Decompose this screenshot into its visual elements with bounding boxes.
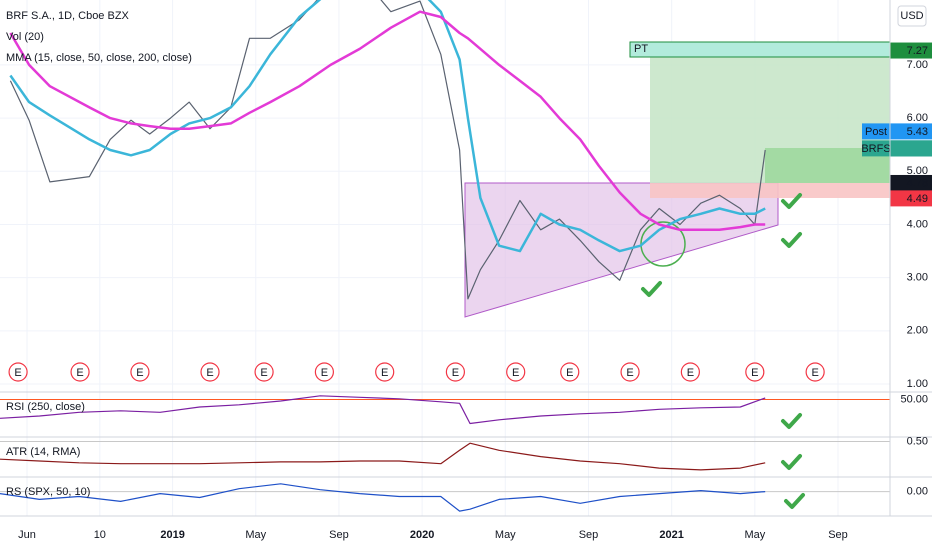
price-tag-value: 4.78 [907,177,928,189]
earnings-label: E [751,367,758,379]
earnings-label: E [381,367,388,379]
earnings-marker [445,362,465,382]
price-tag-name-box [862,123,890,140]
price-tag [890,190,932,207]
price-tag [890,42,932,59]
y-tick-label: 2.00 [907,325,928,337]
check-mark [781,232,802,248]
series-line [9,10,766,232]
earnings-marker [506,362,526,382]
pt-box [629,41,891,58]
x-tick-label: 10 [94,529,106,541]
pane-title: ATR (14, RMA) [6,446,80,458]
earnings-marker [200,362,220,382]
currency-box[interactable] [897,5,927,27]
y-tick-label: 1.00 [907,378,928,390]
x-tick-label: Jun [18,529,36,541]
indicator-label: Vol (20) [6,31,44,43]
x-tick-label: 2021 [659,529,683,541]
price-tag-box [890,140,932,157]
x-tick-label: 2020 [410,529,434,541]
price-tag [890,174,932,191]
earnings-label: E [321,367,328,379]
x-tick-label: May [495,529,516,541]
price-tag-value: 4.49 [907,193,928,205]
earnings-label: E [626,367,633,379]
pane-title: RS (SPX, 50, 10) [6,486,90,498]
earnings-label: E [687,367,694,379]
series-line [0,395,766,425]
pane-title: RSI (250, close) [6,401,85,413]
x-tick-label: May [245,529,266,541]
check-mark [781,454,802,470]
price-tag-box [890,123,932,140]
check-mark [784,493,805,509]
earnings-marker [70,362,90,382]
pt-label: PT [634,43,648,55]
stop-zone [650,183,890,198]
y-tick-label: 0.50 [907,435,928,447]
x-tick-label: Sep [828,529,848,541]
earnings-marker [805,362,825,382]
earnings-label: E [136,367,143,379]
earnings-label: E [206,367,213,379]
earnings-label: E [566,367,573,379]
earnings-marker [620,362,640,382]
price-tag-label: Post [865,126,887,138]
y-tick-label: 50.00 [900,393,928,405]
earnings-label: E [512,367,519,379]
earnings-marker [8,362,28,382]
series-line [0,442,766,471]
earnings-marker [745,362,765,382]
earnings-label: E [260,367,267,379]
y-tick-label: 5.00 [907,165,928,177]
earnings-label: E [811,367,818,379]
series-line [0,483,766,512]
check-mark [781,193,802,209]
x-tick-label: Sep [579,529,599,541]
earnings-marker [680,362,700,382]
earnings-marker [130,362,150,382]
x-tick-label: May [744,529,765,541]
check-mark [641,281,662,297]
price-tag-name-box [862,140,890,157]
y-tick-label: 4.00 [907,218,928,230]
earnings-label: E [452,367,459,379]
chart-title: BRF S.A., 1D, Cboe BZX [6,10,130,22]
check-mark [781,413,802,429]
indicator-label: MMA (15, close, 50, close, 200, close) [6,52,192,64]
earnings-marker [254,362,274,382]
series-line [9,0,766,300]
x-tick-label: 2019 [160,529,184,541]
earnings-label: E [14,367,21,379]
y-tick-label: 3.00 [907,272,928,284]
y-tick-label: 0.00 [907,486,928,498]
earnings-marker [560,362,580,382]
y-tick-label: 7.00 [907,59,928,71]
x-tick-label: Sep [329,529,349,541]
price-tag-value: 5.43 [907,126,928,138]
earnings-marker [375,362,395,382]
price-tag-value: 7.27 [907,45,928,57]
earnings-marker [314,362,334,382]
series-line [9,0,766,253]
currency: USD [900,10,923,22]
earnings-label: E [76,367,83,379]
price-tag-label: BRFS [861,143,890,155]
y-tick-label: 6.00 [907,112,928,124]
